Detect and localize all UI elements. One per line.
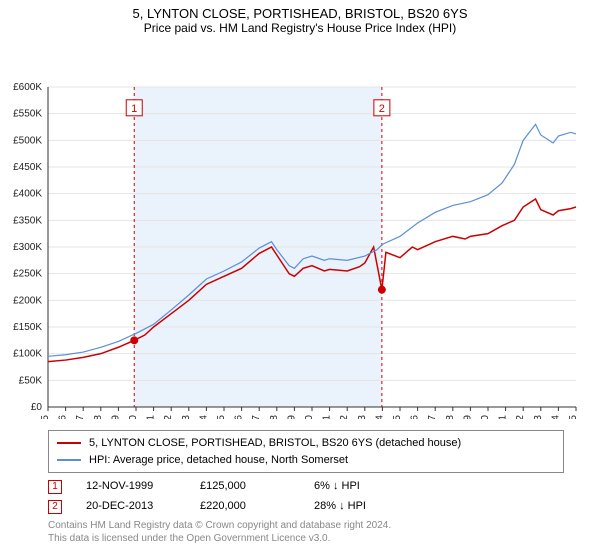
svg-text:£0: £0 (31, 402, 43, 413)
svg-text:£550K: £550K (13, 109, 42, 120)
svg-text:2006: 2006 (234, 415, 245, 419)
page-title: 5, LYNTON CLOSE, PORTISHEAD, BRISTOL, BS… (0, 0, 600, 21)
legend: 5, LYNTON CLOSE, PORTISHEAD, BRISTOL, BS… (48, 430, 564, 473)
svg-text:2020: 2020 (480, 415, 491, 419)
svg-text:2004: 2004 (198, 415, 209, 419)
legend-swatch-1 (57, 442, 81, 444)
svg-text:1998: 1998 (93, 415, 104, 419)
svg-text:1995: 1995 (40, 415, 51, 419)
svg-text:2007: 2007 (251, 415, 262, 419)
svg-text:2017: 2017 (427, 415, 438, 419)
svg-text:2024: 2024 (550, 415, 561, 419)
event-change-1: 6% ↓ HPI (314, 477, 404, 497)
svg-text:1999: 1999 (110, 415, 121, 419)
event-change-2: 28% ↓ HPI (314, 497, 404, 517)
event-marker-1: 1 (48, 480, 62, 494)
footnote: Contains HM Land Registry data © Crown c… (48, 519, 564, 545)
svg-text:£450K: £450K (13, 162, 42, 173)
svg-text:2015: 2015 (392, 415, 403, 419)
event-marker-2: 2 (48, 500, 62, 514)
svg-text:£200K: £200K (13, 295, 42, 306)
svg-text:2000: 2000 (128, 415, 139, 419)
svg-text:2025: 2025 (568, 415, 579, 419)
event-row-2: 2 20-DEC-2013 £220,000 28% ↓ HPI (48, 497, 564, 517)
svg-text:2008: 2008 (269, 415, 280, 419)
chart-svg: £0 £50K £100K £150K £200K £250K £300K £350K £400… (0, 39, 600, 419)
svg-text:2011: 2011 (322, 415, 333, 419)
footnote-line-2: This data is licensed under the Open Gov… (48, 532, 564, 545)
svg-text:2021: 2021 (498, 415, 509, 419)
svg-text:2019: 2019 (462, 415, 473, 419)
svg-text:2001: 2001 (146, 415, 157, 419)
svg-text:2: 2 (379, 103, 385, 115)
event-row-1: 1 12-NOV-1999 £125,000 6% ↓ HPI (48, 477, 564, 497)
svg-text:£500K: £500K (13, 135, 42, 146)
event-price-2: £220,000 (200, 497, 290, 517)
svg-text:£400K: £400K (13, 189, 42, 200)
svg-text:£250K: £250K (13, 269, 42, 280)
event-date-1: 12-NOV-1999 (86, 477, 176, 497)
svg-text:1996: 1996 (58, 415, 69, 419)
svg-text:2018: 2018 (445, 415, 456, 419)
svg-text:2014: 2014 (374, 415, 385, 419)
svg-text:2023: 2023 (533, 415, 544, 419)
svg-text:1: 1 (131, 103, 137, 115)
legend-row-1: 5, LYNTON CLOSE, PORTISHEAD, BRISTOL, BS… (57, 435, 555, 452)
legend-label-1: 5, LYNTON CLOSE, PORTISHEAD, BRISTOL, BS… (89, 435, 461, 452)
svg-text:2005: 2005 (216, 415, 227, 419)
svg-text:2016: 2016 (410, 415, 421, 419)
event-date-2: 20-DEC-2013 (86, 497, 176, 517)
page-subtitle: Price paid vs. HM Land Registry's House … (0, 21, 600, 39)
chart: £0 £50K £100K £150K £200K £250K £300K £350K £400… (0, 39, 600, 424)
svg-text:£100K: £100K (13, 349, 42, 360)
svg-text:2013: 2013 (357, 415, 368, 419)
svg-text:2022: 2022 (515, 415, 526, 419)
legend-swatch-2 (57, 459, 81, 461)
svg-text:£300K: £300K (13, 242, 42, 253)
legend-row-2: HPI: Average price, detached house, Nort… (57, 452, 555, 469)
footnote-line-1: Contains HM Land Registry data © Crown c… (48, 519, 564, 532)
svg-text:£150K: £150K (13, 322, 42, 333)
svg-text:2002: 2002 (163, 415, 174, 419)
svg-text:2003: 2003 (181, 415, 192, 419)
svg-text:2010: 2010 (304, 415, 315, 419)
svg-text:2009: 2009 (286, 415, 297, 419)
svg-text:2012: 2012 (339, 415, 350, 419)
events-table: 1 12-NOV-1999 £125,000 6% ↓ HPI 2 20-DEC… (48, 477, 564, 517)
legend-label-2: HPI: Average price, detached house, Nort… (89, 452, 348, 469)
svg-text:£600K: £600K (13, 82, 42, 93)
svg-text:1997: 1997 (75, 415, 86, 419)
svg-text:£50K: £50K (19, 375, 43, 386)
svg-text:£350K: £350K (13, 215, 42, 226)
event-price-1: £125,000 (200, 477, 290, 497)
page-container: 5, LYNTON CLOSE, PORTISHEAD, BRISTOL, BS… (0, 0, 600, 560)
